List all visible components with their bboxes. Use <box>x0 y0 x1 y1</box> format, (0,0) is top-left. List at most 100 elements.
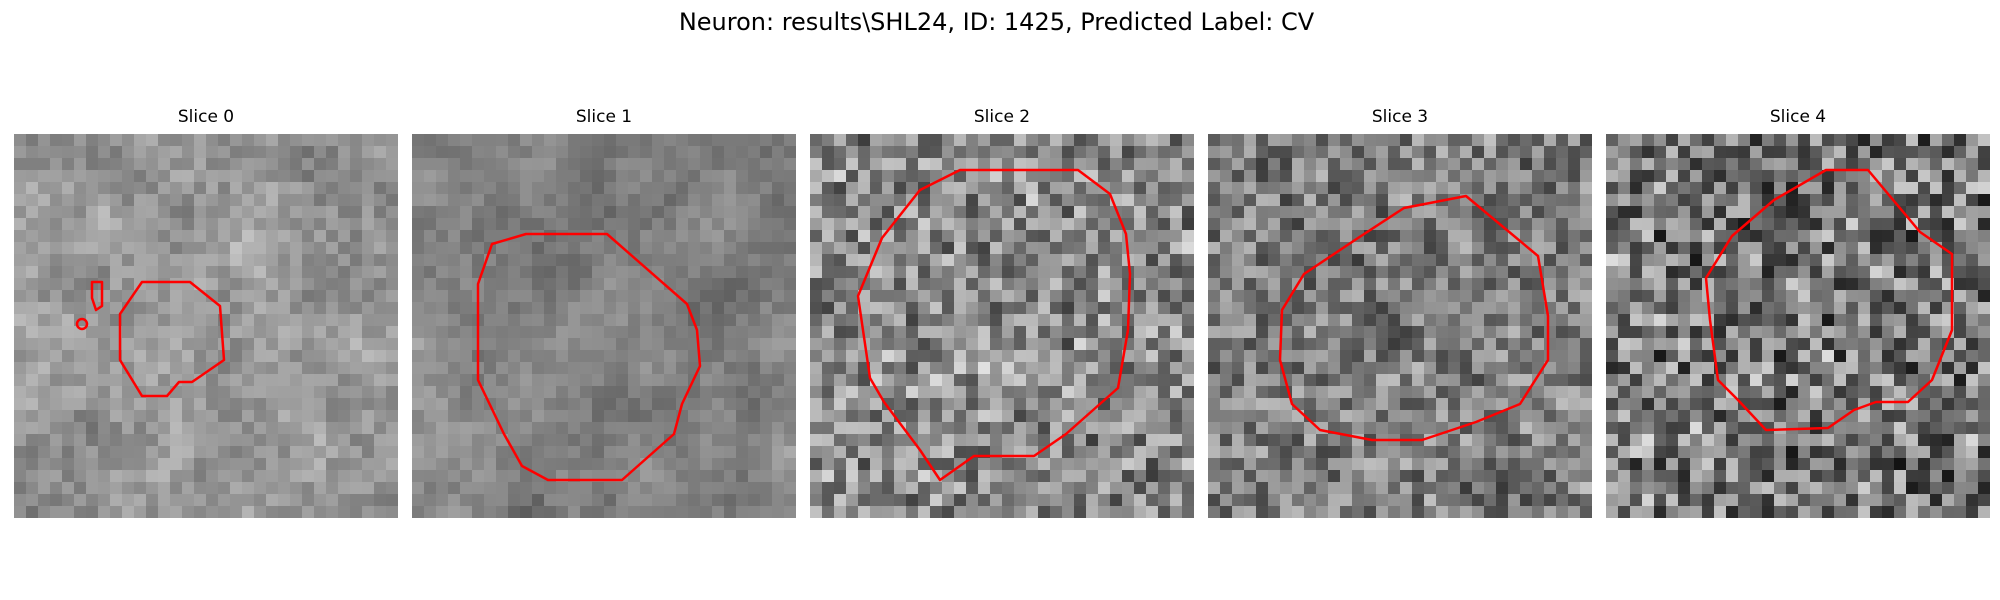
pixel <box>1930 386 1943 399</box>
pixel <box>1508 194 1521 207</box>
pixel <box>1472 470 1485 483</box>
pixel <box>1424 458 1437 471</box>
pixel <box>472 446 485 459</box>
pixel <box>1580 278 1592 291</box>
pixel <box>448 422 461 435</box>
pixel <box>1182 194 1194 207</box>
pixel <box>1448 434 1461 447</box>
pixel <box>278 314 291 327</box>
pixel <box>784 242 796 255</box>
pixel <box>1376 254 1389 267</box>
pixel <box>1388 194 1401 207</box>
pixel <box>1568 338 1581 351</box>
pixel <box>1520 374 1533 387</box>
pixel <box>1484 170 1497 183</box>
pixel <box>1232 386 1245 399</box>
pixel <box>1978 278 1990 291</box>
pixel <box>1304 446 1317 459</box>
pixel <box>918 170 931 183</box>
pixel <box>362 146 375 159</box>
pixel <box>1026 338 1039 351</box>
pixel <box>592 314 605 327</box>
pixel <box>1014 326 1027 339</box>
pixel <box>1894 422 1907 435</box>
pixel <box>302 506 315 518</box>
pixel <box>1436 266 1449 279</box>
pixel <box>1400 470 1413 483</box>
pixel <box>760 362 773 375</box>
pixel <box>870 302 883 315</box>
pixel <box>1448 170 1461 183</box>
pixel <box>1158 278 1171 291</box>
pixel <box>990 470 1003 483</box>
pixel <box>760 446 773 459</box>
pixel <box>448 494 461 507</box>
pixel <box>1388 314 1401 327</box>
pixel <box>520 242 533 255</box>
pixel <box>26 266 39 279</box>
pixel <box>1678 362 1691 375</box>
pixel <box>1906 242 1919 255</box>
pixel <box>1702 446 1715 459</box>
pixel <box>616 458 629 471</box>
pixel <box>412 374 425 387</box>
pixel <box>894 434 907 447</box>
pixel <box>230 434 243 447</box>
pixel <box>822 218 835 231</box>
pixel <box>882 182 895 195</box>
pixel <box>580 482 593 495</box>
pixel <box>724 146 737 159</box>
pixel <box>254 134 267 147</box>
pixel <box>760 314 773 327</box>
pixel <box>1568 146 1581 159</box>
pixel <box>1026 482 1039 495</box>
pixel <box>1376 206 1389 219</box>
pixel <box>1882 302 1895 315</box>
pixel <box>290 134 303 147</box>
pixel <box>122 482 135 495</box>
pixel <box>1256 194 1269 207</box>
pixel <box>1532 482 1545 495</box>
pixel <box>62 434 75 447</box>
pixel <box>242 446 255 459</box>
pixel <box>930 158 943 171</box>
pixel <box>1122 194 1135 207</box>
pixel <box>1606 386 1619 399</box>
pixel <box>1846 314 1859 327</box>
pixel <box>1424 494 1437 507</box>
pixel <box>1316 350 1329 363</box>
pixel <box>1580 170 1592 183</box>
pixel <box>266 146 279 159</box>
pixel <box>580 362 593 375</box>
pixel <box>1774 242 1787 255</box>
pixel <box>146 158 159 171</box>
pixel <box>170 338 183 351</box>
pixel <box>736 482 749 495</box>
pixel <box>1846 398 1859 411</box>
pixel <box>1846 146 1859 159</box>
pixel <box>1448 278 1461 291</box>
pixel <box>1774 398 1787 411</box>
pixel <box>1666 230 1679 243</box>
pixel <box>1110 482 1123 495</box>
pixel <box>1340 146 1353 159</box>
pixel <box>1618 290 1631 303</box>
pixel <box>1460 482 1473 495</box>
pixel <box>460 410 473 423</box>
pixel <box>700 398 713 411</box>
pixel <box>990 374 1003 387</box>
pixel <box>1268 278 1281 291</box>
pixel <box>1134 446 1147 459</box>
pixel <box>1666 446 1679 459</box>
pixel <box>1400 290 1413 303</box>
pixel <box>1930 206 1943 219</box>
pixel <box>254 494 267 507</box>
slice-pixels-1 <box>412 134 796 518</box>
pixel <box>1472 290 1485 303</box>
pixel <box>616 398 629 411</box>
pixel <box>1508 146 1521 159</box>
pixel <box>1352 410 1365 423</box>
pixel <box>882 338 895 351</box>
pixel <box>326 218 339 231</box>
pixel <box>386 290 398 303</box>
